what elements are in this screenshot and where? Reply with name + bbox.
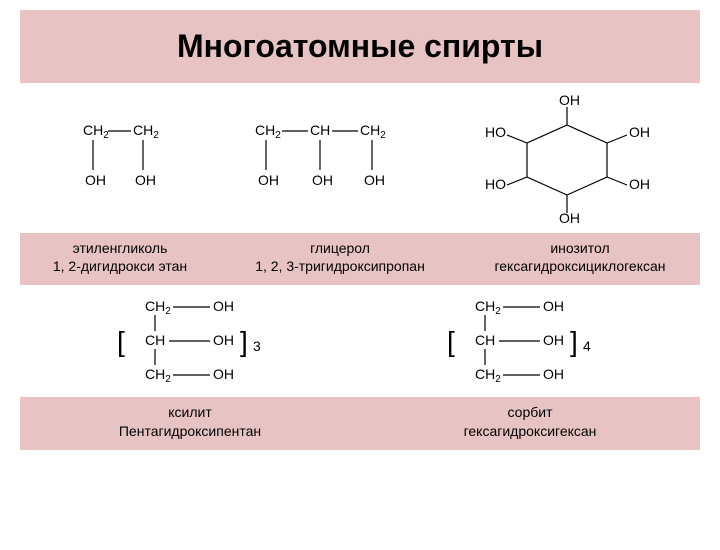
svg-text:HO: HO: [485, 176, 506, 192]
svg-text:CH2: CH2: [145, 298, 171, 317]
svg-text:OH: OH: [213, 366, 234, 382]
structure-inositol: OH OH OH OH HO HO: [477, 95, 657, 225]
svg-text:OH: OH: [364, 172, 385, 188]
svg-text:CH2: CH2: [255, 122, 281, 141]
label-glycerol: глицерол 1, 2, 3-тригидроксипропан: [220, 239, 460, 275]
svg-ethylene-glycol: CH2 CH2 OH OH: [63, 115, 173, 205]
structure-sorbitol: CH2 OH [ CH OH ] 4 CH2 OH: [415, 293, 635, 393]
repeat-count: 3: [253, 338, 261, 354]
svg-text:OH: OH: [629, 124, 650, 140]
structure-row-1: CH2 CH2 OH OH CH2 CH CH2 OH OH OH OH: [0, 83, 720, 233]
svg-text:OH: OH: [543, 332, 564, 348]
svg-text:CH2: CH2: [133, 122, 159, 141]
svg-text:CH: CH: [310, 122, 330, 138]
structure-row-2: CH2 OH [ CH OH ] 3 CH2 OH CH2 OH [ CH OH…: [0, 285, 720, 397]
compound-name: ксилит: [20, 403, 360, 421]
structure-xylitol: CH2 OH [ CH OH ] 3 CH2 OH: [85, 293, 305, 393]
compound-formula: гексагидроксициклогексан: [460, 257, 700, 275]
svg-text:]: ]: [240, 326, 248, 357]
svg-text:CH: CH: [475, 332, 495, 348]
structure-glycerol: CH2 CH CH2 OH OH OH: [240, 115, 410, 205]
structure-ethylene-glycol: CH2 CH2 OH OH: [63, 115, 173, 205]
svg-text:OH: OH: [559, 210, 580, 225]
svg-text:OH: OH: [543, 298, 564, 314]
svg-text:OH: OH: [543, 366, 564, 382]
svg-text:CH2: CH2: [475, 366, 501, 385]
svg-text:OH: OH: [213, 298, 234, 314]
repeat-count: 4: [583, 338, 591, 354]
svg-text:OH: OH: [629, 176, 650, 192]
svg-text:CH2: CH2: [360, 122, 386, 141]
page-title: Многоатомные спирты: [20, 28, 700, 65]
svg-text:]: ]: [570, 326, 578, 357]
compound-name: этиленгликоль: [20, 239, 220, 257]
label-band-2: ксилит Пентагидроксипентан сорбит гексаг…: [20, 397, 700, 449]
title-band: Многоатомные спирты: [20, 10, 700, 83]
compound-name: глицерол: [220, 239, 460, 257]
svg-text:OH: OH: [258, 172, 279, 188]
label-band-1: этиленгликоль 1, 2-дигидрокси этан глице…: [20, 233, 700, 285]
svg-text:[: [: [447, 326, 455, 357]
svg-text:OH: OH: [135, 172, 156, 188]
svg-text:CH2: CH2: [475, 298, 501, 317]
label-ethylene-glycol: этиленгликоль 1, 2-дигидрокси этан: [20, 239, 220, 275]
svg-glycerol: CH2 CH CH2 OH OH OH: [240, 115, 410, 205]
svg-inositol: OH OH OH OH HO HO: [477, 95, 657, 225]
svg-text:[: [: [117, 326, 125, 357]
svg-sorbitol: CH2 OH [ CH OH ] 4 CH2 OH: [415, 293, 635, 393]
compound-formula: 1, 2-дигидрокси этан: [20, 257, 220, 275]
label-sorbitol: сорбит гексагидроксигексан: [360, 403, 700, 439]
svg-text:OH: OH: [312, 172, 333, 188]
compound-formula: гексагидроксигексан: [360, 422, 700, 440]
svg-text:HO: HO: [485, 124, 506, 140]
svg-text:OH: OH: [559, 95, 580, 108]
compound-formula: 1, 2, 3-тригидроксипропан: [220, 257, 460, 275]
svg-text:CH2: CH2: [145, 366, 171, 385]
label-inositol: инозитол гексагидроксициклогексан: [460, 239, 700, 275]
compound-name: сорбит: [360, 403, 700, 421]
label-xylitol: ксилит Пентагидроксипентан: [20, 403, 360, 439]
svg-text:CH2: CH2: [83, 122, 109, 141]
svg-text:OH: OH: [213, 332, 234, 348]
compound-name: инозитол: [460, 239, 700, 257]
svg-text:CH: CH: [145, 332, 165, 348]
svg-text:OH: OH: [85, 172, 106, 188]
compound-formula: Пентагидроксипентан: [20, 422, 360, 440]
svg-xylitol: CH2 OH [ CH OH ] 3 CH2 OH: [85, 293, 305, 393]
